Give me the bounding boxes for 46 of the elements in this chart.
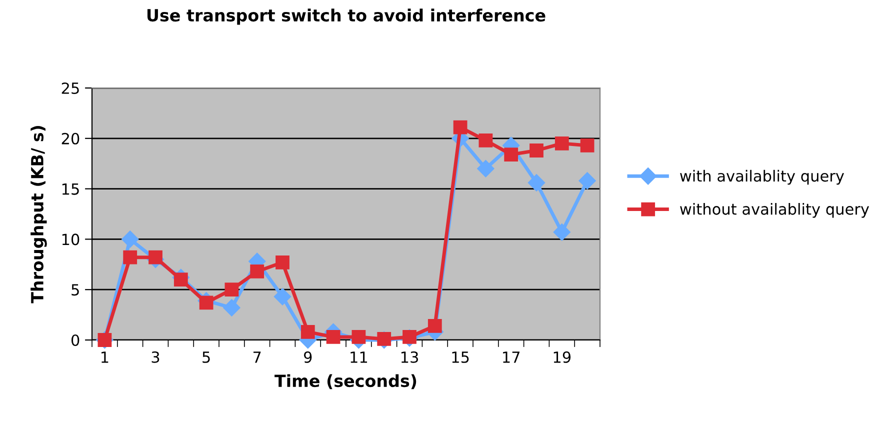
point [554, 136, 569, 150]
point [530, 144, 544, 158]
point [274, 288, 292, 306]
point [123, 250, 138, 264]
point [528, 174, 546, 192]
legend-label: without availablity query [680, 203, 870, 218]
x-tick-label: 5 [202, 352, 210, 363]
point [199, 296, 214, 310]
point [224, 282, 239, 297]
y-tick-label: 10 [62, 234, 80, 246]
x-tick-label: 1 [102, 352, 108, 363]
y-tick-label: 0 [71, 334, 80, 346]
point [326, 330, 340, 344]
point [504, 148, 518, 162]
point [453, 120, 468, 134]
point [352, 330, 366, 344]
x-tick-label: 3 [152, 351, 160, 363]
point [402, 330, 416, 344]
y-tick-label: 5 [72, 284, 79, 296]
y-tick-label: 20 [62, 132, 80, 144]
point [580, 138, 594, 152]
point [428, 318, 442, 333]
x-tick-label: 17 [503, 352, 520, 363]
chart-title: Use transport switch to avoid interference [147, 8, 546, 25]
x-tick-label: 7 [253, 352, 261, 363]
point [553, 224, 570, 241]
x-tick-label: 15 [452, 352, 469, 363]
point [478, 133, 493, 148]
point [276, 255, 290, 270]
point [477, 160, 494, 178]
point [300, 324, 315, 339]
x-tick-label: 9 [304, 351, 312, 363]
point [250, 264, 264, 278]
point [174, 272, 188, 286]
point [578, 172, 596, 190]
legend-label: with availablity query [680, 170, 844, 185]
point [223, 299, 240, 316]
x-axis-title: Time (seconds) [274, 374, 416, 390]
x-tick-label: 13 [401, 351, 418, 363]
y-tick-label: 25 [62, 82, 79, 94]
point [122, 230, 139, 248]
point [148, 250, 162, 264]
y-axis-title: Throughput (KB/ s) [30, 126, 47, 304]
x-tick-label: 19 [554, 351, 571, 363]
y-tick-label: 15 [62, 183, 79, 195]
x-tick-label: 11 [350, 352, 368, 363]
